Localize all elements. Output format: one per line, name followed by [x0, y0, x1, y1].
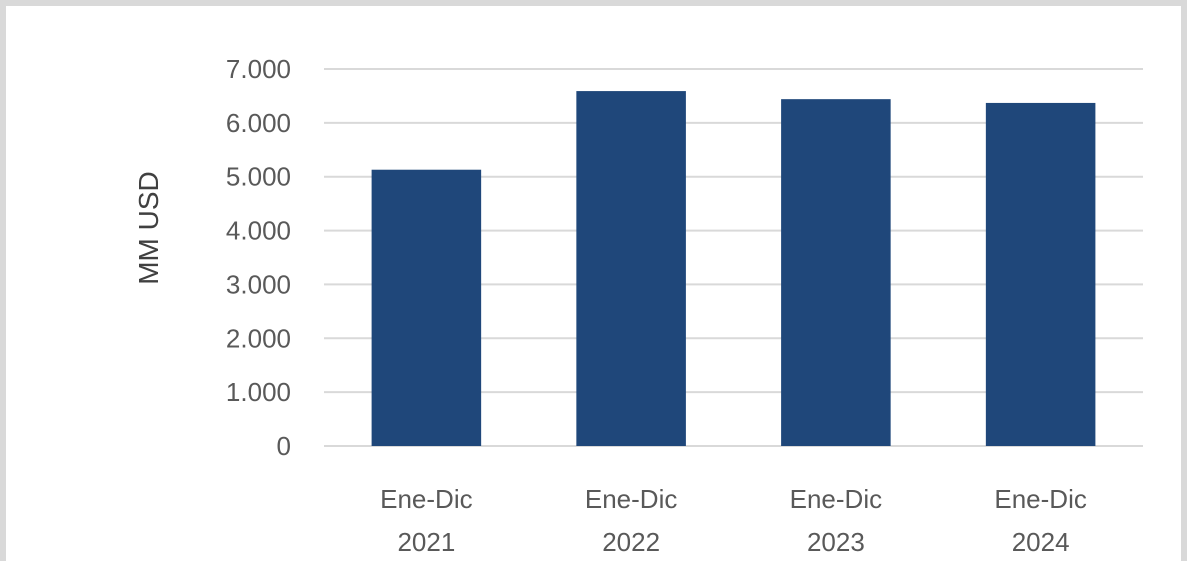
bar [371, 169, 482, 446]
y-axis-ticks: 0 1.000 2.000 3.000 4.000 5.000 6.000 7.000 [226, 54, 291, 461]
bar-chart: 0 1.000 2.000 3.000 4.000 5.000 6.000 7.000 Ene… [133, 54, 1143, 557]
x-tick-label: Ene-Dic 2024 [994, 484, 1086, 557]
bar [781, 99, 891, 446]
bars [371, 91, 1096, 447]
x-tick-label-year: 2023 [807, 527, 865, 557]
bar [576, 91, 686, 447]
y-tick-label: 4.000 [226, 216, 291, 246]
y-tick-label: 1.000 [226, 377, 291, 407]
y-tick-label: 6.000 [226, 108, 291, 138]
x-tick-label-period: Ene-Dic [790, 484, 882, 514]
y-tick-label: 2.000 [226, 323, 291, 353]
x-tick-label-year: 2024 [1012, 527, 1070, 557]
y-tick-label: 3.000 [226, 269, 291, 299]
x-tick-label-year: 2021 [397, 527, 455, 557]
y-axis-title: MM USD [133, 171, 164, 285]
x-tick-label-period: Ene-Dic [994, 484, 1086, 514]
y-tick-label: 0 [277, 431, 291, 461]
y-tick-label: 7.000 [226, 54, 291, 84]
x-tick-label-year: 2022 [602, 527, 660, 557]
bar [985, 102, 1096, 447]
x-tick-label: Ene-Dic 2023 [790, 484, 882, 557]
y-tick-label: 5.000 [226, 162, 291, 192]
x-tick-label: Ene-Dic 2022 [585, 484, 677, 557]
x-tick-label: Ene-Dic 2021 [380, 484, 472, 557]
x-tick-label-period: Ene-Dic [585, 484, 677, 514]
x-tick-label-period: Ene-Dic [380, 484, 472, 514]
